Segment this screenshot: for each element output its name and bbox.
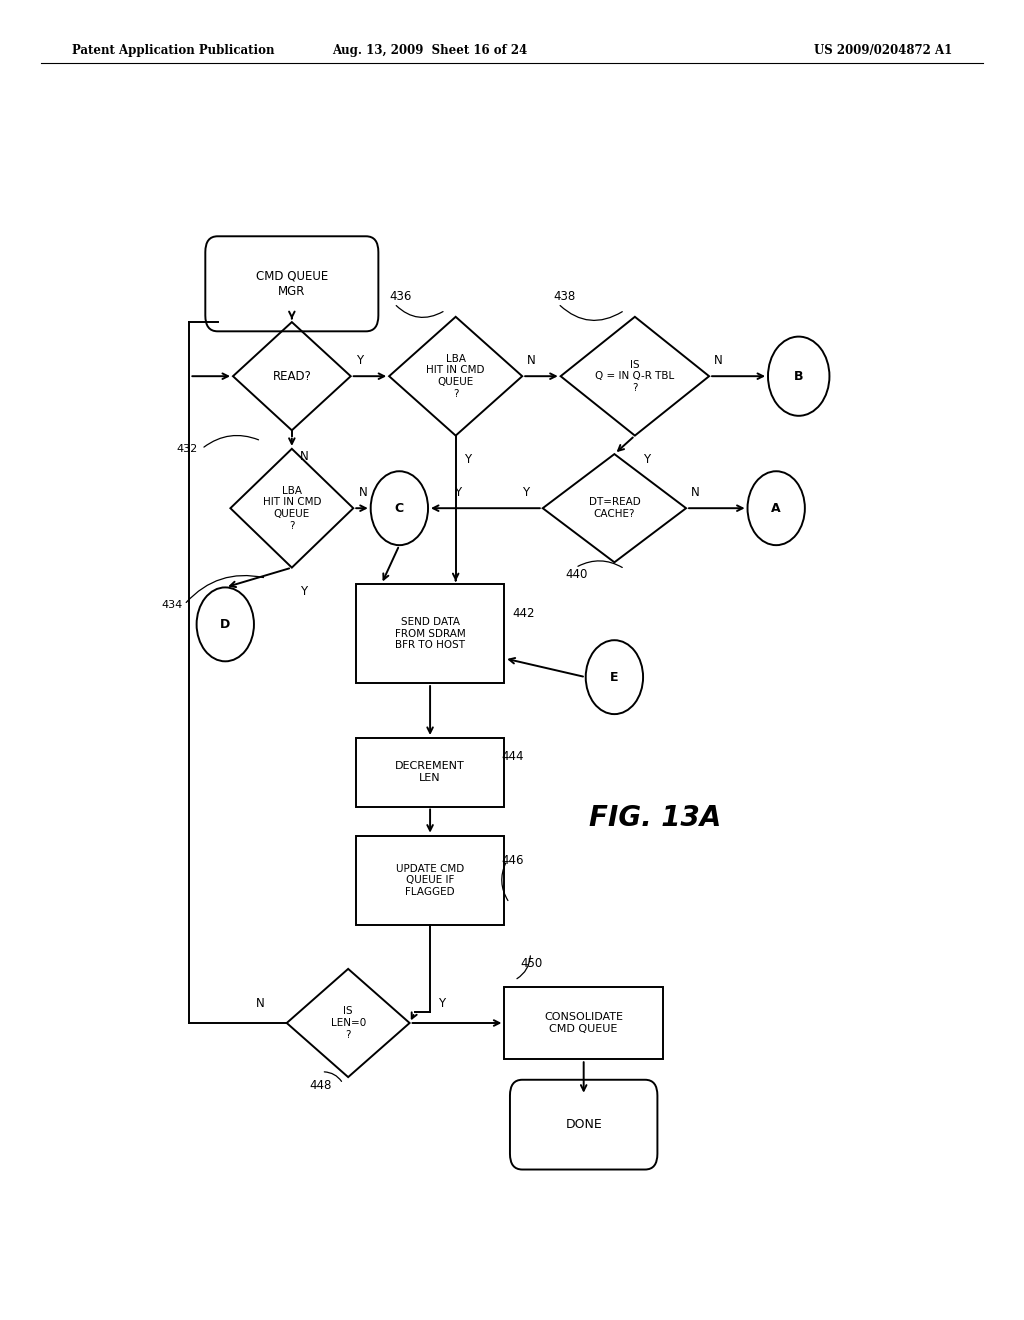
Text: E: E	[610, 671, 618, 684]
Text: 442: 442	[512, 607, 535, 620]
Text: 434: 434	[162, 599, 183, 610]
Text: Aug. 13, 2009  Sheet 16 of 24: Aug. 13, 2009 Sheet 16 of 24	[333, 44, 527, 57]
Text: FIG. 13A: FIG. 13A	[589, 804, 722, 833]
Text: 444: 444	[502, 750, 524, 763]
Text: CMD QUEUE
MGR: CMD QUEUE MGR	[256, 269, 328, 298]
Text: SEND DATA
FROM SDRAM
BFR TO HOST: SEND DATA FROM SDRAM BFR TO HOST	[394, 616, 466, 651]
Text: LBA
HIT IN CMD
QUEUE
?: LBA HIT IN CMD QUEUE ?	[262, 486, 322, 531]
Text: Patent Application Publication: Patent Application Publication	[72, 44, 274, 57]
Text: US 2009/0204872 A1: US 2009/0204872 A1	[814, 44, 952, 57]
Text: N: N	[527, 354, 537, 367]
Text: Y: Y	[454, 486, 461, 499]
Text: C: C	[395, 502, 403, 515]
Text: DONE: DONE	[565, 1118, 602, 1131]
Text: IS
Q = IN Q-R TBL
?: IS Q = IN Q-R TBL ?	[595, 359, 675, 393]
Text: IS
LEN=0
?: IS LEN=0 ?	[331, 1006, 366, 1040]
Text: UPDATE CMD
QUEUE IF
FLAGGED: UPDATE CMD QUEUE IF FLAGGED	[396, 863, 464, 898]
Text: B: B	[794, 370, 804, 383]
Text: Y: Y	[464, 453, 471, 466]
Text: D: D	[220, 618, 230, 631]
Text: 448: 448	[309, 1078, 332, 1092]
Text: Y: Y	[300, 585, 307, 598]
Text: DT=READ
CACHE?: DT=READ CACHE?	[589, 498, 640, 519]
Text: N: N	[256, 997, 265, 1010]
Text: Y: Y	[356, 354, 362, 367]
Text: 438: 438	[553, 290, 575, 304]
Text: N: N	[715, 354, 723, 367]
Text: Y: Y	[438, 997, 445, 1010]
Text: N: N	[358, 486, 368, 499]
Text: Y: Y	[522, 486, 529, 499]
Text: Y: Y	[643, 453, 650, 466]
Text: DECREMENT
LEN: DECREMENT LEN	[395, 762, 465, 783]
Text: READ?: READ?	[272, 370, 311, 383]
Text: LBA
HIT IN CMD
QUEUE
?: LBA HIT IN CMD QUEUE ?	[426, 354, 485, 399]
Text: 436: 436	[389, 290, 412, 304]
Text: CONSOLIDATE
CMD QUEUE: CONSOLIDATE CMD QUEUE	[544, 1012, 624, 1034]
Text: N: N	[300, 450, 309, 463]
Text: 446: 446	[502, 854, 524, 867]
Text: 440: 440	[565, 568, 588, 581]
Text: 432: 432	[176, 444, 198, 454]
Text: N: N	[691, 486, 700, 499]
Text: A: A	[771, 502, 781, 515]
Text: 450: 450	[520, 957, 543, 970]
